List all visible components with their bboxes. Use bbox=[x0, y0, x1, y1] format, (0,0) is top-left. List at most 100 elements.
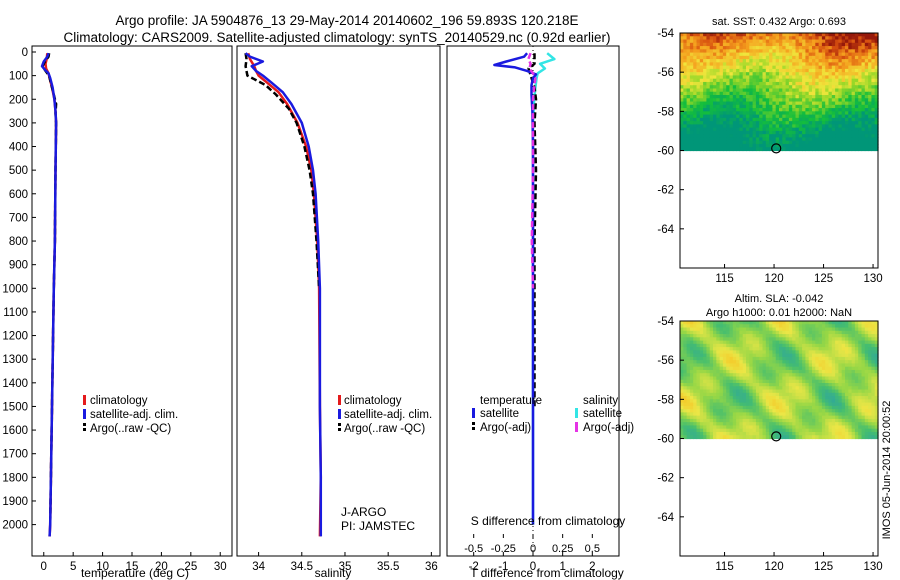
heatmap-cell bbox=[788, 95, 793, 99]
heatmap-cell bbox=[746, 65, 750, 70]
heatmap-cell bbox=[693, 46, 698, 50]
heatmap-cell bbox=[831, 343, 836, 348]
heatmap-cell bbox=[686, 39, 691, 44]
heatmap-cell bbox=[828, 356, 833, 361]
heatmap-cell bbox=[775, 33, 780, 37]
heatmap-cell bbox=[732, 42, 737, 47]
heatmap-cell bbox=[765, 68, 770, 73]
heatmap-cell bbox=[841, 422, 846, 427]
heatmap-cell bbox=[825, 399, 830, 404]
heatmap-cell bbox=[848, 114, 853, 119]
heatmap-cell bbox=[788, 392, 793, 397]
heatmap-cell bbox=[732, 321, 737, 325]
heatmap-cell bbox=[726, 143, 731, 148]
heatmap-cell bbox=[689, 431, 694, 436]
heatmap-cell bbox=[752, 334, 757, 338]
heatmap-cell bbox=[680, 134, 684, 139]
heatmap-cell bbox=[746, 85, 750, 90]
heatmap-cell bbox=[868, 389, 872, 394]
heatmap-cell bbox=[703, 81, 707, 86]
heatmap-cell bbox=[795, 324, 800, 329]
heatmap-cell bbox=[755, 117, 760, 122]
heatmap-cell bbox=[732, 366, 737, 371]
heatmap-cell bbox=[693, 396, 698, 400]
heatmap-cell bbox=[696, 350, 701, 355]
heatmap-cell bbox=[686, 418, 691, 423]
heatmap-cell bbox=[782, 88, 787, 93]
heatmap-cell bbox=[845, 59, 849, 63]
heatmap-cell bbox=[821, 88, 826, 93]
heatmap-cell bbox=[755, 52, 760, 57]
heatmap-cell bbox=[719, 108, 724, 112]
heatmap-cell bbox=[858, 418, 863, 423]
heatmap-cell bbox=[746, 98, 750, 103]
heatmap-cell bbox=[864, 383, 869, 387]
heatmap-cell bbox=[779, 369, 783, 374]
heatmap-cell bbox=[782, 78, 787, 83]
heatmap-cell bbox=[825, 85, 830, 90]
heatmap-cell bbox=[861, 36, 866, 41]
heatmap-cell bbox=[788, 347, 793, 351]
heatmap-cell bbox=[680, 353, 684, 358]
heatmap-cell bbox=[845, 143, 849, 148]
heatmap-cell bbox=[831, 347, 836, 351]
heatmap-cell bbox=[815, 373, 820, 378]
heatmap-cell bbox=[680, 422, 684, 427]
heatmap-cell bbox=[732, 431, 737, 436]
heatmap-cell bbox=[848, 343, 853, 348]
temperature-x-tick-label: 30 bbox=[214, 561, 227, 573]
heatmap-cell bbox=[732, 33, 737, 37]
heatmap-cell bbox=[762, 350, 767, 355]
heatmap-cell bbox=[703, 425, 707, 430]
heatmap-cell bbox=[699, 114, 704, 119]
heatmap-cell bbox=[719, 386, 724, 391]
heatmap-cell bbox=[683, 347, 688, 351]
heatmap-cell bbox=[726, 379, 731, 384]
difference-legend: temperature salinity satellite Argo(-adj… bbox=[472, 395, 634, 434]
heatmap-cell bbox=[788, 143, 793, 148]
heatmap-cell bbox=[779, 379, 783, 384]
heatmap-cell bbox=[868, 366, 872, 371]
heatmap-cell bbox=[785, 52, 790, 57]
heatmap-cell bbox=[683, 127, 688, 132]
heatmap-cell bbox=[802, 379, 806, 384]
heatmap-cell bbox=[769, 137, 773, 142]
heatmap-cell bbox=[825, 42, 830, 47]
heatmap-cell bbox=[686, 42, 691, 47]
heatmap-cell bbox=[802, 363, 806, 368]
heatmap-cell bbox=[795, 402, 800, 407]
heatmap-cell bbox=[854, 52, 859, 57]
heatmap-cell bbox=[854, 130, 859, 135]
heatmap-cell bbox=[759, 130, 764, 135]
heatmap-cell bbox=[713, 101, 717, 106]
heatmap-cell bbox=[805, 137, 810, 142]
heatmap-cell bbox=[709, 435, 714, 440]
heatmap-cell bbox=[729, 425, 734, 430]
heatmap-cell bbox=[854, 405, 859, 410]
heatmap-cell bbox=[729, 98, 734, 103]
heatmap-cell bbox=[722, 127, 727, 132]
heatmap-cell bbox=[693, 134, 698, 139]
heatmap-cell bbox=[848, 383, 853, 387]
heatmap-cell bbox=[828, 402, 833, 407]
heatmap-cell bbox=[828, 124, 833, 129]
heatmap-cell bbox=[739, 330, 744, 335]
heatmap-cell bbox=[736, 127, 740, 132]
heatmap-cell bbox=[739, 337, 744, 342]
heatmap-cell bbox=[795, 33, 800, 37]
heatmap-cell bbox=[785, 104, 790, 109]
heatmap-cell bbox=[680, 104, 684, 109]
heatmap-cell bbox=[686, 327, 691, 332]
heatmap-cell bbox=[831, 379, 836, 384]
heatmap-cell bbox=[861, 59, 866, 63]
heatmap-cell bbox=[706, 55, 711, 60]
heatmap-cell bbox=[689, 350, 694, 355]
heatmap-cell bbox=[798, 366, 803, 371]
heatmap-cell bbox=[841, 356, 846, 361]
heatmap-cell bbox=[782, 36, 787, 41]
heatmap-cell bbox=[749, 108, 754, 112]
heatmap-cell bbox=[719, 376, 724, 381]
heatmap-cell bbox=[802, 373, 806, 378]
map-y-tick-label: -56 bbox=[657, 355, 674, 367]
heatmap-cell bbox=[719, 33, 724, 37]
